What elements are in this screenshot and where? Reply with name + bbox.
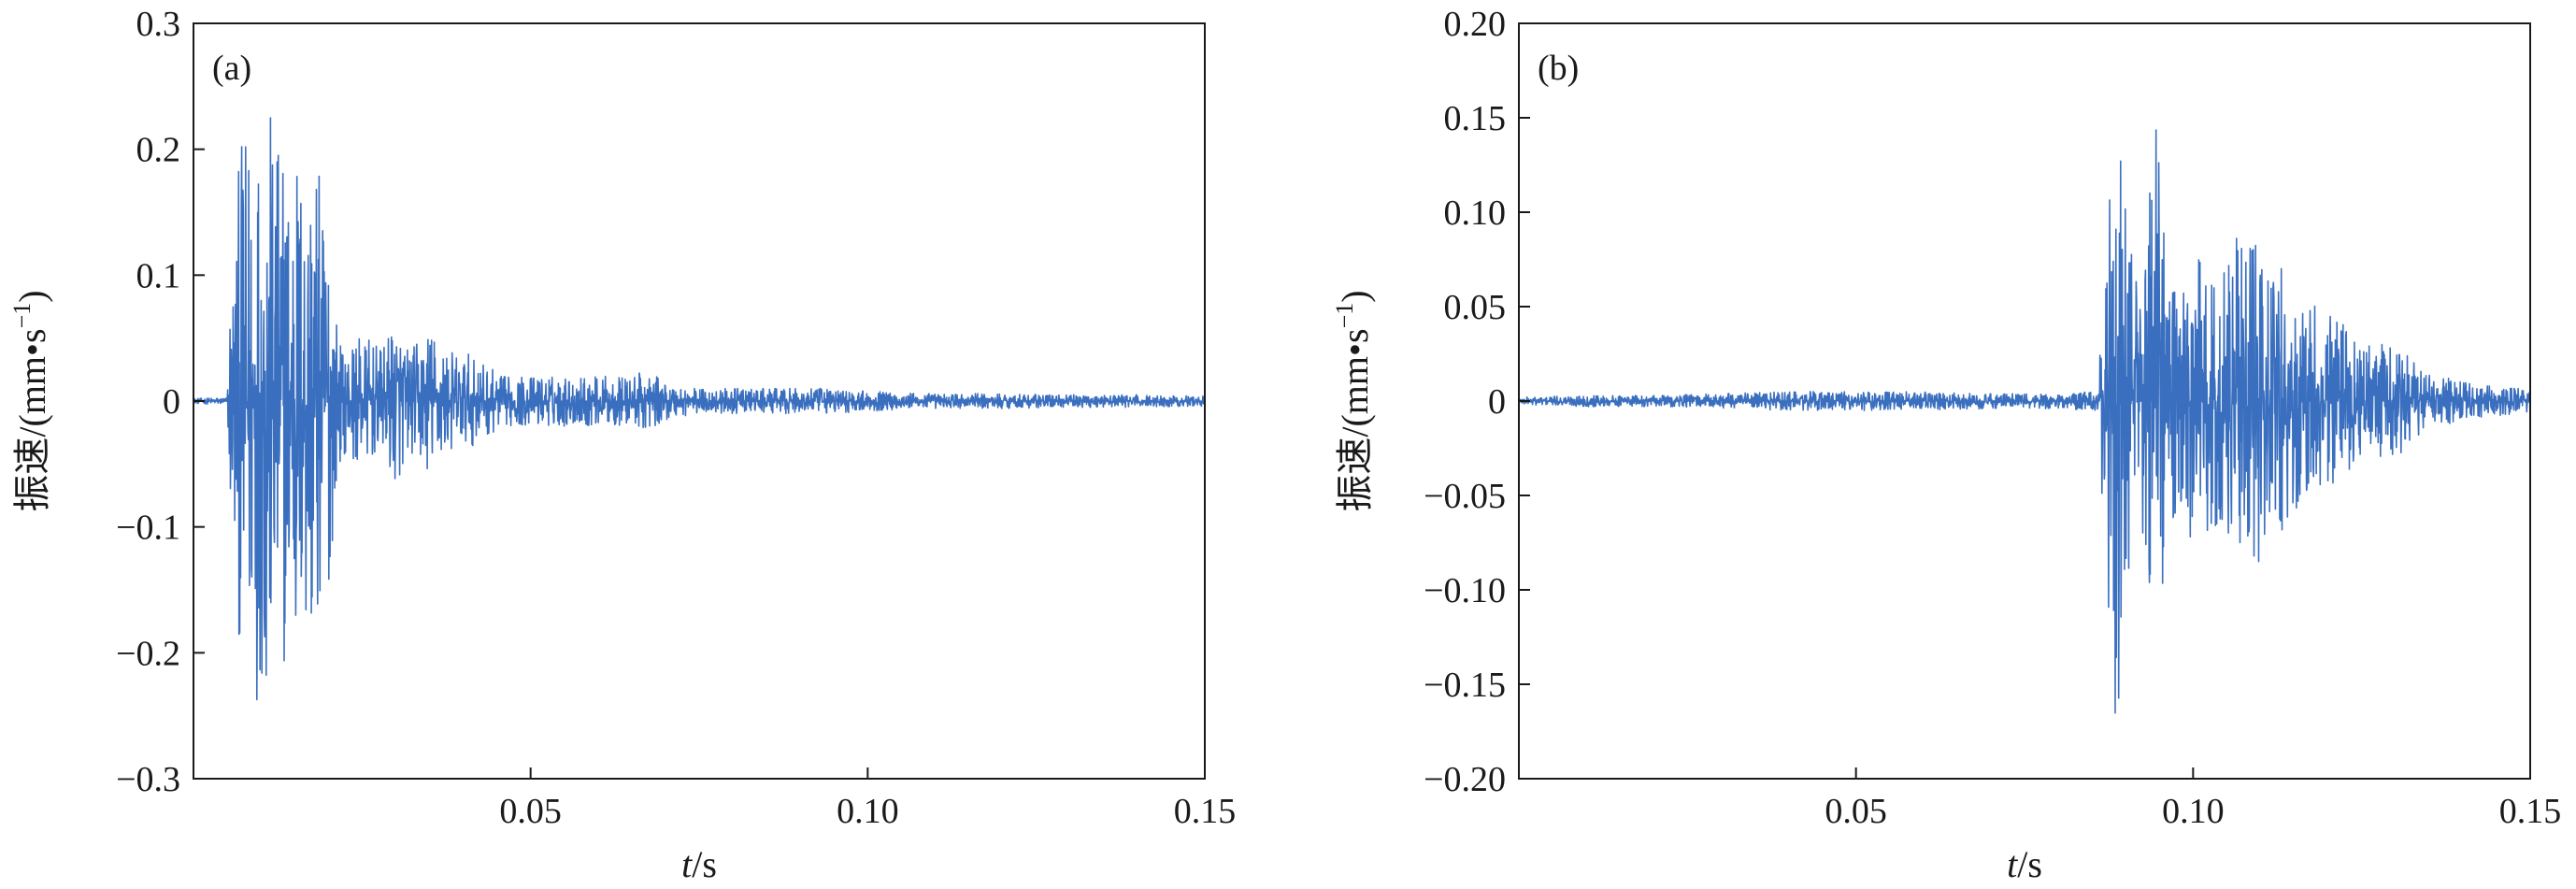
y-axis-label-superscript: −1 <box>8 303 36 329</box>
y-tick-label: 0.2 <box>136 131 181 170</box>
panel-b: −0.20 −0.15 −0.10 −0.05 0 0.05 0.10 0.15 0.20 0.0… <box>1331 5 2561 885</box>
panel-label: (b) <box>1538 49 1579 88</box>
y-tick-label: 0 <box>163 382 180 422</box>
x-tick-label: 0.05 <box>1825 792 1887 831</box>
y-tick-label: 0.05 <box>1444 288 1507 327</box>
y-axis-label: 振速/(mm•s−1) <box>8 290 53 511</box>
y-tick-label: 0.15 <box>1444 99 1507 138</box>
y-axis-label-superscript: −1 <box>1331 303 1358 329</box>
x-tick-label: 0.15 <box>2499 792 2562 831</box>
x-axis-unit: /s <box>2017 843 2042 885</box>
y-tick-label: −0.2 <box>116 634 180 673</box>
y-axis-label-close: ) <box>1334 290 1376 302</box>
y-axis-label-text: 振速/(mm•s <box>11 328 53 511</box>
y-axis-label: 振速/(mm•s−1) <box>1331 290 1376 511</box>
y-tick-label: −0.3 <box>116 760 180 799</box>
x-tick-label: 0.05 <box>499 792 562 831</box>
y-axis-label-close: ) <box>11 290 53 302</box>
y-tick-label: 0.1 <box>136 256 181 295</box>
y-tick-label: 0 <box>1488 382 1506 422</box>
x-axis-variable: t <box>2007 843 2018 885</box>
y-tick-label: −0.10 <box>1424 571 1506 610</box>
y-tick-label: −0.20 <box>1424 760 1506 799</box>
y-axis-label-text: 振速/(mm•s <box>1334 328 1376 511</box>
x-axis-label: t/s <box>681 843 717 885</box>
panel-a: −0.3 −0.2 −0.1 0 0.1 0.2 0.3 0.05 0.10 0.15 (a) t/s… <box>8 5 1236 885</box>
y-tick-label: 0.10 <box>1444 194 1507 233</box>
x-tick-label: 0.10 <box>837 792 899 831</box>
x-axis-unit: /s <box>692 843 717 885</box>
panel-label: (a) <box>212 49 251 88</box>
x-tick-label: 0.10 <box>2162 792 2225 831</box>
series-line <box>193 117 1206 701</box>
x-tick-label: 0.15 <box>1174 792 1237 831</box>
series-line <box>1518 129 2531 714</box>
x-axis-variable: t <box>681 843 693 885</box>
y-tick-label: −0.15 <box>1424 666 1506 705</box>
y-tick-label: 0.3 <box>136 5 181 44</box>
y-tick-label: −0.05 <box>1424 477 1506 516</box>
x-axis-label: t/s <box>2007 843 2042 885</box>
y-tick-label: −0.1 <box>116 509 180 548</box>
y-tick-label: 0.20 <box>1444 5 1507 44</box>
